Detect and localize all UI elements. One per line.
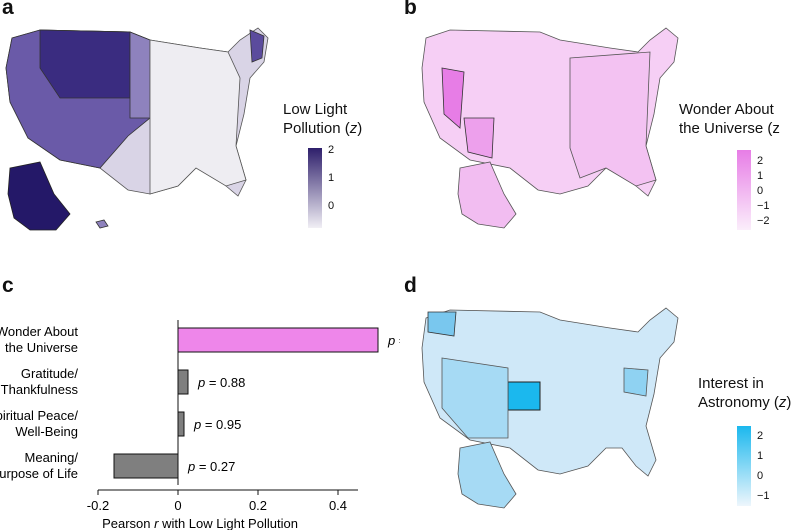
contiguous-us-map — [5, 27, 269, 197]
category-label: Well-Being — [15, 424, 78, 439]
colorbar-tick-label: 0 — [757, 185, 764, 197]
colorbar-b — [737, 150, 751, 230]
legend-z: z — [349, 120, 358, 137]
category-label: Meaning/ — [25, 450, 79, 465]
bar — [177, 369, 189, 395]
virginia-region — [623, 367, 649, 397]
plains-states — [129, 31, 151, 119]
hawaii — [95, 219, 109, 229]
x-tick-label: 0.2 — [249, 498, 267, 513]
southwest-states — [441, 357, 509, 439]
colorbar-tick-label: 0 — [757, 470, 764, 482]
x-axis-label: Pearson r with Low Light Pollution — [102, 516, 298, 530]
category-label: the Universe — [5, 340, 78, 355]
map-low-light-pollution — [5, 27, 269, 231]
panel-a-letter: a — [2, 0, 14, 19]
colorbar-tick-label: 1 — [757, 170, 764, 182]
bar — [177, 327, 379, 353]
panel-d-letter: d — [404, 274, 417, 297]
maine — [249, 29, 265, 63]
eastern-states — [569, 51, 657, 187]
legend-title-line2: the Universe (z — [679, 120, 780, 137]
colorbar-tick-label: 1 — [328, 172, 335, 184]
colorado — [507, 381, 541, 411]
x-tick-label: 0.4 — [329, 498, 347, 513]
category-label: Gratitude/ — [21, 366, 78, 381]
legend-title-line1: Low Light — [283, 101, 348, 118]
arizona — [463, 117, 495, 159]
panel-b-letter: b — [404, 0, 417, 19]
legend-close: ) — [786, 394, 792, 411]
eastern-states — [149, 39, 247, 195]
mountain-states — [39, 29, 131, 99]
washington — [427, 311, 457, 337]
p-value-label: p = 0.27 — [187, 459, 235, 474]
p-value-label: p = 0.00022 — [387, 333, 400, 348]
legend-title-line1: Wonder About — [679, 101, 774, 118]
bar — [113, 453, 179, 479]
p-value-label: p = 0.95 — [193, 417, 241, 432]
bar — [177, 411, 185, 437]
colorbar-tick-label: −2 — [757, 215, 770, 227]
colorbar-tick-label: −1 — [757, 200, 770, 212]
legend-title-line1: Interest in — [698, 375, 764, 392]
alaska — [457, 161, 517, 229]
p-value-label: p = 0.88 — [197, 375, 245, 390]
colorbar-tick-label: 2 — [328, 144, 335, 156]
colorbar-tick-label: 1 — [757, 450, 764, 462]
category-label: Purpose of Life — [0, 466, 78, 481]
colorbar-tick-label: 0 — [328, 200, 335, 212]
alaska — [7, 161, 71, 231]
colorbar-tick-label: −1 — [757, 490, 770, 502]
map-wonder-about-universe — [421, 27, 679, 229]
category-label: Wonder About — [0, 324, 78, 339]
colorbar-tick-label: 2 — [757, 430, 764, 442]
alaska — [457, 441, 517, 509]
legend-close: ) — [357, 120, 363, 137]
colorbar-a — [308, 148, 322, 228]
map-interest-in-astronomy — [421, 307, 679, 509]
colorbar-tick-label: 2 — [757, 155, 764, 167]
panel-c-letter: c — [2, 274, 14, 297]
legend-z: z — [778, 394, 787, 411]
x-tick-label: 0 — [174, 498, 181, 513]
x-tick-label: -0.2 — [87, 498, 109, 513]
category-label: Thankfulness — [1, 382, 79, 397]
category-label: Spiritual Peace/ — [0, 408, 78, 423]
nevada — [441, 67, 465, 129]
colorbar-d — [737, 426, 751, 506]
legend-title-line2: Astronomy ( — [698, 394, 779, 411]
legend-title-line2: Pollution ( — [283, 120, 350, 137]
